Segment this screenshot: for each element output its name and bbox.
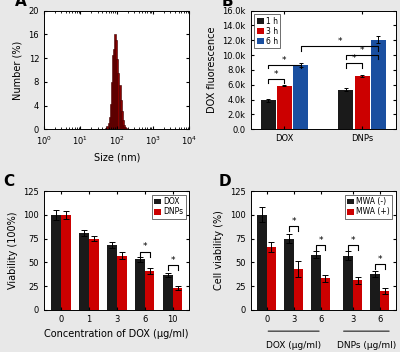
Text: *: * — [291, 217, 296, 226]
Bar — [112, 55, 114, 129]
Bar — [355, 76, 370, 129]
Y-axis label: DOX fluorescence: DOX fluorescence — [207, 27, 217, 113]
Text: DNPs (μg/ml): DNPs (μg/ml) — [337, 341, 396, 350]
Legend: DOX, DNPs: DOX, DNPs — [152, 195, 186, 219]
Bar — [115, 40, 117, 129]
Text: *: * — [352, 54, 356, 63]
Text: *: * — [170, 256, 175, 265]
Y-axis label: Viability (100%): Viability (100%) — [8, 212, 18, 289]
Bar — [61, 215, 70, 310]
Bar — [51, 215, 61, 310]
Bar — [135, 259, 145, 310]
Bar — [125, 128, 127, 129]
Bar — [261, 100, 276, 129]
Bar — [89, 239, 98, 310]
Text: B: B — [222, 0, 233, 9]
Bar — [107, 245, 117, 310]
X-axis label: Concentration of DOX (μg/ml): Concentration of DOX (μg/ml) — [44, 329, 189, 339]
Bar — [145, 271, 154, 310]
Text: *: * — [318, 236, 323, 245]
Bar — [79, 233, 89, 310]
Bar — [353, 280, 362, 310]
Text: *: * — [351, 236, 355, 245]
Legend: 1 h, 3 h, 6 h: 1 h, 3 h, 6 h — [254, 14, 280, 48]
Text: *: * — [360, 46, 364, 55]
Bar — [257, 215, 267, 310]
Bar — [293, 65, 308, 129]
Text: *: * — [337, 37, 342, 46]
Bar — [109, 118, 111, 129]
Bar — [113, 49, 115, 129]
Bar — [116, 59, 118, 129]
Bar — [277, 86, 292, 129]
Bar — [123, 125, 125, 129]
Bar — [124, 127, 126, 129]
Bar — [371, 39, 386, 129]
Text: DOX (μg/ml): DOX (μg/ml) — [266, 341, 321, 350]
Bar — [370, 274, 380, 310]
Bar — [344, 256, 353, 310]
Bar — [173, 288, 182, 310]
Bar — [284, 239, 294, 310]
Text: *: * — [142, 242, 147, 251]
Text: *: * — [282, 56, 287, 65]
Text: C: C — [3, 174, 14, 189]
Bar — [320, 278, 330, 310]
Bar — [114, 34, 116, 129]
Text: A: A — [15, 0, 27, 9]
Bar — [120, 100, 122, 129]
Bar — [118, 85, 121, 129]
Legend: MWA (-), MWA (+): MWA (-), MWA (+) — [345, 195, 392, 219]
Text: *: * — [274, 70, 278, 79]
Y-axis label: Number (%): Number (%) — [13, 40, 23, 100]
Bar — [105, 127, 107, 129]
Bar — [122, 120, 124, 129]
Y-axis label: Cell viability (%): Cell viability (%) — [214, 210, 224, 290]
Bar — [267, 247, 276, 310]
Bar — [380, 291, 389, 310]
Bar — [111, 82, 113, 129]
X-axis label: Size (nm): Size (nm) — [94, 152, 140, 162]
Bar — [294, 269, 303, 310]
Bar — [117, 73, 119, 129]
Bar — [311, 254, 320, 310]
Text: D: D — [218, 174, 231, 189]
Bar — [106, 126, 108, 129]
Bar — [110, 104, 112, 129]
Bar — [121, 112, 123, 129]
Bar — [338, 90, 353, 129]
Text: *: * — [378, 255, 382, 264]
Bar — [117, 256, 126, 310]
Bar — [163, 275, 173, 310]
Bar — [108, 123, 110, 129]
